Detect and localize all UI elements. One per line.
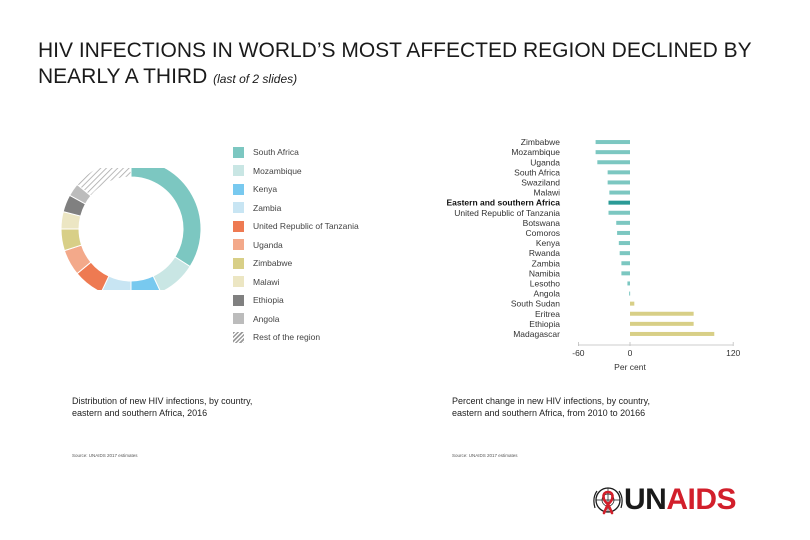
legend-swatch (233, 294, 244, 306)
legend-label: Uganda (253, 239, 283, 250)
bar-kenya (618, 241, 630, 246)
logo-wordmark: UNAIDS (624, 483, 737, 516)
bar-south-sudan (630, 301, 635, 306)
bar-label-comoros: Comoros (526, 228, 560, 238)
bar-source: Source: UNAIDS 2017 estimates (452, 453, 518, 458)
donut-source: Source: UNAIDS 2017 estimates (72, 453, 138, 458)
legend-swatch (233, 331, 244, 343)
bar-label-south-africa: South Africa (514, 167, 560, 177)
donut-chart (60, 168, 202, 290)
bar-caption: Percent change in new HIV infections, by… (452, 396, 650, 418)
legend-label: Angola (253, 313, 280, 324)
bar-label-mozambique: Mozambique (511, 147, 560, 157)
un-emblem-ribbon-icon (593, 487, 623, 515)
legend-item-kenya: Kenya (233, 180, 359, 199)
legend-swatch (233, 257, 244, 269)
legend-item-ethiopia: Ethiopia (233, 291, 359, 310)
legend-label: Mozambique (253, 165, 302, 176)
bar-label-united-republic-of-tanzania: United Republic of Tanzania (454, 208, 560, 218)
legend-swatch (233, 183, 244, 195)
bar-swaziland (607, 180, 630, 185)
logo-prefix: UN (624, 483, 667, 516)
bar-label-namibia: Namibia (529, 268, 560, 278)
bar-label-kenya: Kenya (536, 238, 560, 248)
bar-ethiopia (630, 321, 694, 326)
bar-south-africa (607, 170, 630, 175)
bar-label-malawi: Malawi (534, 188, 561, 198)
legend-item-angola: Angola (233, 310, 359, 329)
legend-item-united-republic-of-tanzania: United Republic of Tanzania (233, 217, 359, 236)
logo-suffix: AIDS (666, 483, 737, 516)
bar-label-madagascar: Madagascar (513, 329, 560, 339)
legend-swatch (233, 220, 244, 232)
legend-item-south-africa: South Africa (233, 143, 359, 162)
legend-label: United Republic of Tanzania (253, 221, 359, 232)
bar-zimbabwe (595, 140, 630, 145)
bar-lesotho (627, 281, 630, 286)
bar-label-uganda: Uganda (530, 157, 560, 167)
legend-swatch (233, 239, 244, 251)
legend-item-zimbabwe: Zimbabwe (233, 254, 359, 273)
bar-mozambique (595, 150, 630, 155)
bar-eritrea (630, 311, 694, 316)
legend-item-mozambique: Mozambique (233, 162, 359, 181)
unaids-logo: UNAIDS (592, 483, 737, 516)
legend-swatch (233, 165, 244, 177)
legend-label: Zimbabwe (253, 258, 293, 269)
bar-label-south-sudan: South Sudan (511, 299, 560, 309)
donut-caption: Distribution of new HIV infections, by c… (72, 396, 253, 418)
bar-namibia (621, 271, 630, 276)
bar-eastern-and-southern-africa (608, 200, 630, 205)
bar-label-lesotho: Lesotho (530, 278, 561, 288)
legend-swatch (233, 202, 244, 214)
legend-item-zambia: Zambia (233, 199, 359, 218)
donut-slice-rest-of-the-region (76, 168, 132, 197)
bar-malawi (609, 190, 630, 195)
x-axis-title: Per cent (614, 362, 646, 372)
donut-legend: South Africa Mozambique Kenya Zambia United … (233, 143, 359, 347)
bar-label-zambia: Zambia (532, 258, 561, 268)
bar-united-republic-of-tanzania (608, 210, 630, 215)
bar-zambia (621, 261, 630, 266)
bar-label-zimbabwe: Zimbabwe (521, 137, 560, 147)
x-tick-label: -60 (572, 348, 585, 358)
bar-label-angola: Angola (534, 289, 561, 299)
bar-label-botswana: Botswana (523, 218, 561, 228)
legend-label: Malawi (253, 276, 280, 287)
title-subtitle: (last of 2 slides) (213, 72, 298, 86)
legend-label: Ethiopia (253, 295, 284, 306)
legend-swatch (233, 276, 244, 288)
legend-item-uganda: Uganda (233, 236, 359, 255)
legend-item-malawi: Malawi (233, 273, 359, 292)
bar-label-rwanda: Rwanda (529, 248, 560, 258)
donut-slice-kenya (130, 275, 161, 290)
donut-slice-south-africa (130, 168, 202, 268)
bar-label-swaziland: Swaziland (521, 177, 560, 187)
bar-botswana (616, 220, 630, 225)
legend-label: Zambia (253, 202, 282, 213)
title-main: HIV INFECTIONS IN WORLD’S MOST AFFECTED … (38, 39, 752, 88)
bar-rwanda (619, 251, 630, 256)
bar-comoros (617, 230, 630, 235)
legend-label: Kenya (253, 184, 278, 195)
x-tick-label: 120 (726, 348, 740, 358)
legend-swatch (233, 313, 244, 325)
bar-label-ethiopia: Ethiopia (529, 319, 560, 329)
legend-label: South Africa (253, 147, 299, 158)
bar-uganda (597, 160, 630, 165)
legend-label: Rest of the region (253, 332, 321, 343)
legend-item-rest-of-the-region: Rest of the region (233, 328, 359, 347)
bar-angola (629, 291, 631, 296)
x-tick-label: 0 (628, 348, 633, 358)
page-title: HIV INFECTIONS IN WORLD’S MOST AFFECTED … (38, 38, 778, 92)
bar-label-eritrea: Eritrea (535, 309, 560, 319)
legend-swatch (233, 146, 244, 158)
bar-label-eastern-and-southern-africa: Eastern and southern Africa (446, 198, 560, 208)
bar-madagascar (630, 331, 715, 336)
